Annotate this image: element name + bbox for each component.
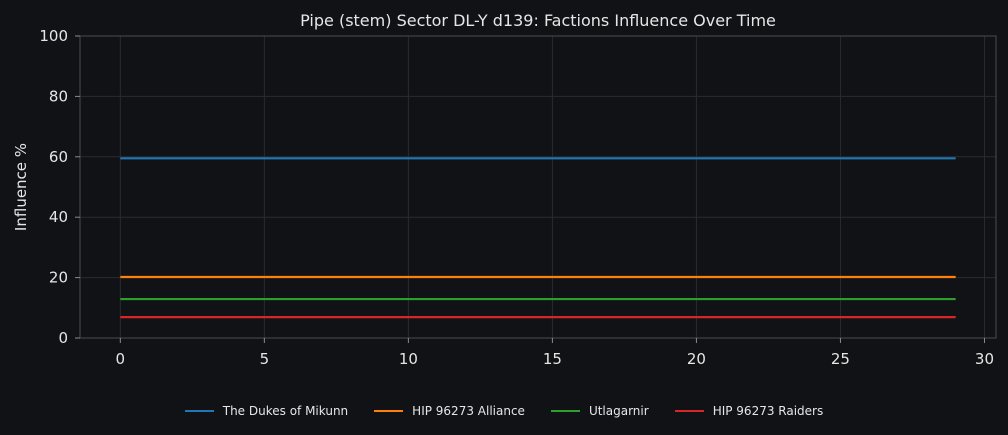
plot-frame	[79, 35, 997, 339]
y-axis-label: Influence %	[12, 143, 30, 231]
legend-label: HIP 96273 Alliance	[412, 404, 525, 418]
legend-swatch	[374, 410, 404, 412]
y-tick-label: 60	[49, 148, 68, 166]
legend-swatch	[550, 410, 580, 412]
chart-legend: The Dukes of Mikunn HIP 96273 Alliance Utl…	[0, 401, 1008, 421]
plot-area	[80, 36, 996, 338]
y-tick-label: 100	[39, 27, 68, 45]
legend-item: HIP 96273 Raiders	[674, 404, 824, 418]
x-tick-label: 0	[116, 350, 126, 368]
legend-label: HIP 96273 Raiders	[712, 404, 824, 418]
axis-ticks: 0 5 10 15 20 25 30 0 20 40 60 80 100	[39, 27, 994, 368]
x-tick-label: 10	[399, 350, 418, 368]
chart-title: Pipe (stem) Sector DL-Y d139: Factions I…	[300, 11, 776, 30]
y-tick-label: 0	[58, 329, 68, 347]
legend-item: HIP 96273 Alliance	[374, 404, 525, 418]
legend-item: The Dukes of Mikunn	[184, 404, 349, 418]
y-tick-label: 40	[49, 208, 68, 226]
legend-swatch	[674, 410, 704, 412]
x-tick-label: 5	[260, 350, 270, 368]
x-tick-label: 20	[687, 350, 706, 368]
legend-item: Utlagarnir	[550, 404, 649, 418]
legend-label: Utlagarnir	[588, 404, 649, 418]
y-tick-label: 80	[49, 87, 68, 105]
x-tick-label: 25	[831, 350, 850, 368]
x-tick-label: 15	[543, 350, 562, 368]
legend-label: The Dukes of Mikunn	[222, 404, 349, 418]
y-tick-label: 20	[49, 269, 68, 287]
series-lines	[120, 157, 956, 319]
legend-swatch	[184, 410, 214, 412]
x-tick-label: 30	[975, 350, 994, 368]
